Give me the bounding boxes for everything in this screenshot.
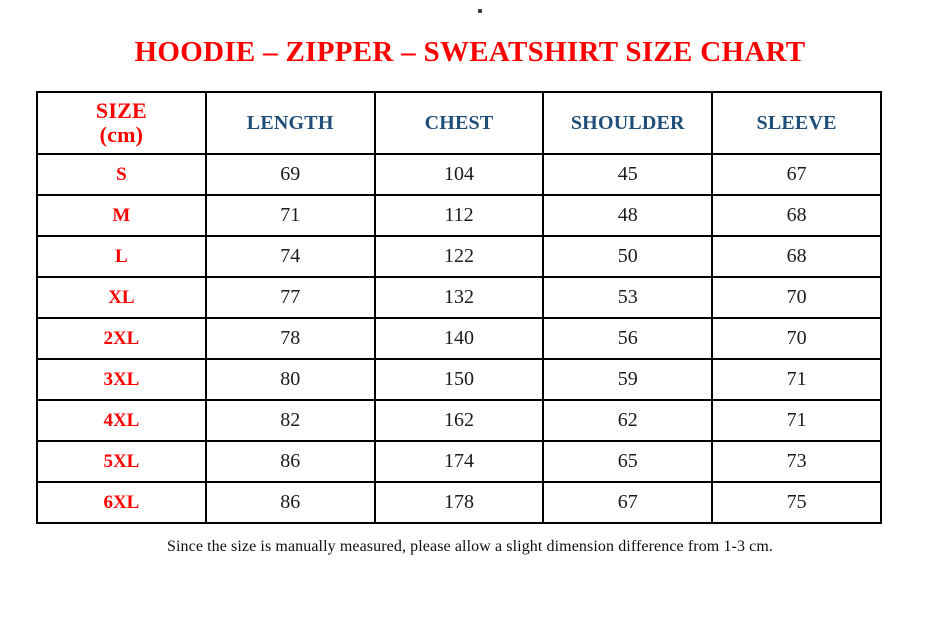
sleeve-cell: 70 xyxy=(711,317,882,360)
header-cell-size: SIZE (cm) xyxy=(36,91,207,155)
header-cell-shoulder: SHOULDER xyxy=(542,91,714,155)
length-cell: 82 xyxy=(204,399,376,442)
shoulder-cell: 62 xyxy=(542,399,714,442)
size-cell: S xyxy=(36,153,207,196)
length-cell: 69 xyxy=(204,153,376,196)
size-header-line2: (cm) xyxy=(99,122,144,147)
table-row-2xl: 2XL 78 140 56 70 xyxy=(36,317,882,360)
chest-cell: 150 xyxy=(373,358,545,401)
chest-cell: 162 xyxy=(373,399,545,442)
shoulder-cell: 53 xyxy=(542,276,714,319)
size-table: SIZE (cm) LENGTH CHEST SHOULDER SLEEVE S… xyxy=(36,91,882,524)
table-row-4xl: 4XL 82 162 62 71 xyxy=(36,399,882,442)
size-cell: L xyxy=(36,235,207,278)
sleeve-cell: 71 xyxy=(711,399,882,442)
length-cell: 71 xyxy=(204,194,376,237)
shoulder-cell: 48 xyxy=(542,194,714,237)
sleeve-cell: 71 xyxy=(711,358,882,401)
chest-cell: 122 xyxy=(373,235,545,278)
chest-cell: 112 xyxy=(373,194,545,237)
size-cell: 4XL xyxy=(36,399,207,442)
length-cell: 86 xyxy=(204,440,376,483)
shoulder-cell: 45 xyxy=(542,153,714,196)
sleeve-cell: 68 xyxy=(711,235,882,278)
shoulder-cell: 65 xyxy=(542,440,714,483)
shoulder-cell: 67 xyxy=(542,481,714,524)
sleeve-cell: 73 xyxy=(711,440,882,483)
header-cell-length: LENGTH xyxy=(204,91,376,155)
table-row-xl: XL 77 132 53 70 xyxy=(36,276,882,319)
table-header-row: SIZE (cm) LENGTH CHEST SHOULDER SLEEVE xyxy=(36,91,882,155)
length-cell: 80 xyxy=(204,358,376,401)
table-row-l: L 74 122 50 68 xyxy=(36,235,882,278)
chest-cell: 178 xyxy=(373,481,545,524)
table-row-3xl: 3XL 80 150 59 71 xyxy=(36,358,882,401)
shoulder-cell: 59 xyxy=(542,358,714,401)
chest-cell: 132 xyxy=(373,276,545,319)
chest-cell: 104 xyxy=(373,153,545,196)
shoulder-cell: 56 xyxy=(542,317,714,360)
size-cell: XL xyxy=(36,276,207,319)
header-cell-sleeve: SLEEVE xyxy=(711,91,882,155)
sleeve-cell: 70 xyxy=(711,276,882,319)
chest-cell: 174 xyxy=(373,440,545,483)
sleeve-cell: 75 xyxy=(711,481,882,524)
size-cell: 5XL xyxy=(36,440,207,483)
sleeve-cell: 67 xyxy=(711,153,882,196)
table-row-5xl: 5XL 86 174 65 73 xyxy=(36,440,882,483)
size-cell: 6XL xyxy=(36,481,207,524)
size-cell: M xyxy=(36,194,207,237)
sleeve-cell: 68 xyxy=(711,194,882,237)
length-cell: 78 xyxy=(204,317,376,360)
shoulder-cell: 50 xyxy=(542,235,714,278)
length-cell: 86 xyxy=(204,481,376,524)
footer-note: Since the size is manually measured, ple… xyxy=(166,538,774,555)
size-cell: 3XL xyxy=(36,358,207,401)
size-cell: 2XL xyxy=(36,317,207,360)
page-title: HOODIE – ZIPPER – SWEATSHIRT SIZE CHART xyxy=(134,36,806,68)
length-cell: 74 xyxy=(204,235,376,278)
size-header-line1: SIZE xyxy=(95,98,147,124)
length-cell: 77 xyxy=(204,276,376,319)
stray-dot-mark xyxy=(478,9,482,13)
table-row-6xl: 6XL 86 178 67 75 xyxy=(36,481,882,524)
table-row-s: S 69 104 45 67 xyxy=(36,153,882,196)
header-cell-chest: CHEST xyxy=(373,91,545,155)
table-row-m: M 71 112 48 68 xyxy=(36,194,882,237)
chest-cell: 140 xyxy=(373,317,545,360)
